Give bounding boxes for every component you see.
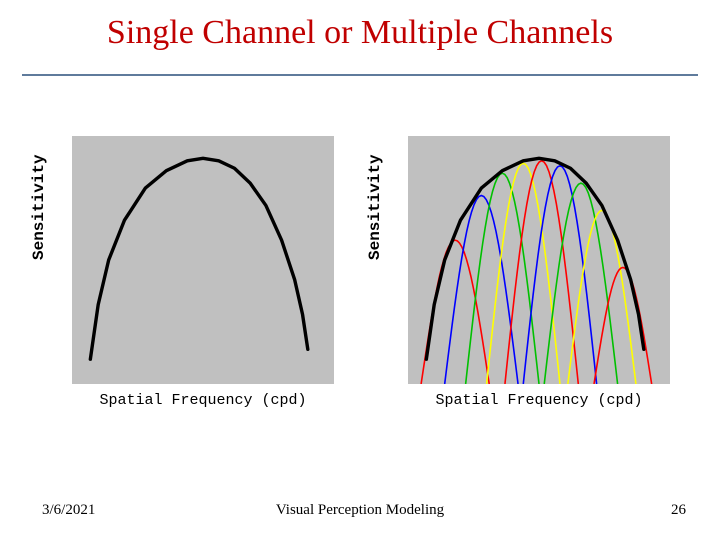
left-chart-panel: Sensitivity Spatial Frequency (cpd) bbox=[36, 130, 348, 430]
channel-curve bbox=[568, 210, 636, 384]
footer: 3/6/2021 Visual Perception Modeling 26 bbox=[0, 502, 720, 522]
footer-title: Visual Perception Modeling bbox=[0, 502, 720, 519]
right-y-axis-label: Sensitivity bbox=[366, 154, 384, 260]
channel-curve bbox=[445, 196, 518, 384]
channel-curve bbox=[505, 161, 578, 384]
channel-curve bbox=[466, 173, 539, 384]
footer-page-number: 26 bbox=[671, 502, 686, 519]
left-plot bbox=[72, 136, 334, 384]
channel-curve bbox=[421, 240, 489, 384]
slide: Single Channel or Multiple Channels Sens… bbox=[0, 0, 720, 540]
right-chart-panel: Sensitivity Spatial Frequency (cpd) bbox=[372, 130, 684, 430]
channel-curve bbox=[523, 166, 596, 384]
envelope-curve bbox=[90, 158, 307, 359]
left-y-axis-label: Sensitivity bbox=[30, 154, 48, 260]
right-plot bbox=[408, 136, 670, 384]
left-x-axis-label: Spatial Frequency (cpd) bbox=[72, 392, 334, 409]
title-underline bbox=[22, 74, 698, 76]
charts-row: Sensitivity Spatial Frequency (cpd) Sens… bbox=[36, 130, 684, 430]
channel-curve bbox=[487, 163, 560, 384]
slide-title: Single Channel or Multiple Channels bbox=[0, 14, 720, 52]
right-x-axis-label: Spatial Frequency (cpd) bbox=[408, 392, 670, 409]
